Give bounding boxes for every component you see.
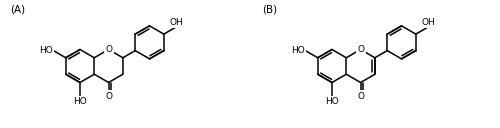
Text: O: O: [105, 92, 112, 101]
Text: O: O: [357, 45, 364, 54]
Text: HO: HO: [39, 46, 53, 55]
Text: HO: HO: [291, 46, 305, 55]
Text: O: O: [357, 92, 364, 101]
Text: HO: HO: [325, 97, 339, 106]
Text: OH: OH: [422, 18, 436, 27]
Text: O: O: [105, 45, 112, 54]
Text: HO: HO: [73, 97, 87, 106]
Text: (A): (A): [10, 4, 25, 14]
Text: (B): (B): [262, 4, 277, 14]
Text: OH: OH: [170, 18, 183, 27]
